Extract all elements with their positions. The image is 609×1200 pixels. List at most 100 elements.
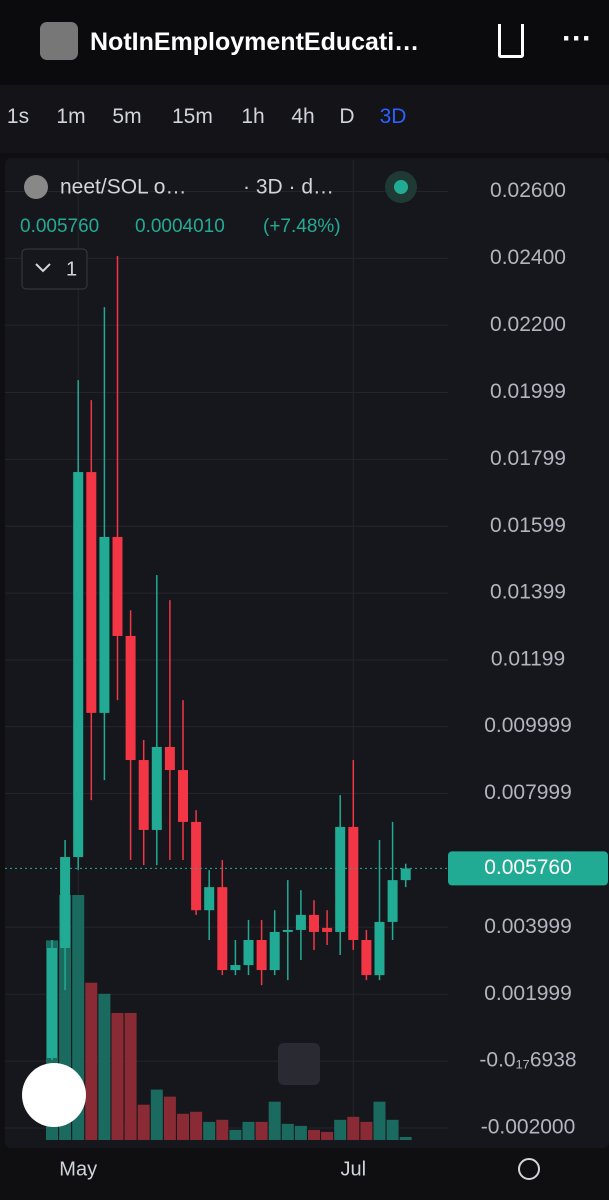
volume-bar (268, 1101, 281, 1140)
y-tick-label: 0.02400 (490, 246, 566, 269)
volume-bar (281, 1123, 294, 1140)
volume-bar (137, 1104, 150, 1140)
symbol-icon (24, 175, 48, 199)
candle-body (138, 760, 149, 830)
candle-body (374, 921, 385, 976)
candle-body (309, 914, 319, 932)
volume-bar (294, 1125, 307, 1140)
volume-bar (111, 1012, 124, 1140)
candle-body (204, 887, 215, 911)
tv-logo (22, 1063, 86, 1127)
volume-bar (242, 1121, 255, 1140)
toolbar: 1s 1m 5m 15m 1h 4h D 3D (0, 85, 609, 153)
candle-body (243, 939, 254, 966)
x-tick-label: May (59, 1158, 97, 1180)
volume-bar (399, 1136, 412, 1140)
volume-bar (190, 1111, 203, 1140)
reset-button[interactable] (278, 1043, 320, 1085)
candle-body (295, 914, 306, 930)
candle-body (47, 948, 57, 1059)
y-tick-label: 0.01599 (490, 514, 566, 537)
candle-body (322, 927, 333, 932)
volume-bar (255, 1121, 268, 1140)
chevron-icon (35, 263, 51, 273)
y-tick-label: 0.01999 (490, 380, 566, 403)
y-tick-label: 0.02600 (490, 179, 566, 202)
avatar (40, 22, 78, 60)
volume-bar (347, 1116, 360, 1140)
volume-bar (386, 1119, 399, 1140)
volume-bar (150, 1089, 163, 1140)
more-button[interactable]: ··· (562, 22, 592, 55)
candle-body (86, 472, 97, 713)
chart-panel (5, 158, 609, 1148)
volume-bar (373, 1101, 386, 1140)
volume-bar (98, 993, 111, 1140)
legend-interval: · 3D · d… (243, 176, 334, 199)
y-tick-label: 0.01399 (490, 581, 566, 604)
indicator-toggle[interactable] (21, 248, 88, 290)
y-tick-label: 0.009999 (484, 714, 572, 737)
status-dot (394, 180, 408, 194)
candle-body (335, 826, 346, 932)
y-tick-label: 0.003999 (484, 915, 572, 938)
legend-value: 0.005760 (20, 216, 99, 237)
volume-bar (177, 1113, 189, 1140)
volume-bar (321, 1131, 334, 1140)
header: NotInEmploymentEducati… ··· (0, 0, 609, 85)
candle-body (60, 857, 71, 949)
y-tick-label: -0.002000 (481, 1116, 576, 1139)
y-tick-label: 0.01799 (490, 447, 566, 470)
legend-value: (+7.48%) (263, 216, 341, 237)
legend-title: neet/SOL o… (60, 176, 186, 199)
candle-body (217, 887, 228, 971)
indicator-count: 1 (66, 258, 77, 280)
x-tick-label: Jul (341, 1158, 367, 1180)
candle-body (164, 746, 175, 771)
y-tick-label: -0.0₁₇6938 (479, 1049, 576, 1072)
timeframe-button[interactable]: 3D (379, 105, 407, 128)
timeframe-button[interactable]: 5m (112, 105, 142, 128)
y-tick-label: 0.001999 (484, 982, 572, 1005)
volume-bar (163, 1096, 176, 1140)
y-tick-label: 0.02200 (490, 313, 566, 336)
candle-body (99, 536, 110, 713)
volume-bar (203, 1121, 216, 1140)
y-tick-label: 0.007999 (484, 781, 572, 804)
candle-body (282, 929, 293, 932)
candle-body (361, 939, 372, 976)
volume-bar (85, 982, 98, 1140)
last-price-label: 0.005760 (484, 856, 572, 879)
candle-body (112, 536, 123, 636)
candle-body (230, 965, 241, 971)
candle-body (191, 821, 202, 911)
timeframe-button[interactable]: 15m (172, 105, 213, 128)
candle-body (400, 868, 411, 881)
timeframe-button[interactable]: 1m (56, 105, 86, 128)
y-tick-label: 0.01199 (491, 648, 565, 671)
legend-value: 0.0004010 (135, 216, 225, 237)
volume-bar (124, 1012, 137, 1140)
timeframe-button[interactable]: D (339, 105, 355, 128)
volume-bar (334, 1119, 347, 1140)
candle-body (125, 635, 136, 761)
candle-body (348, 826, 359, 940)
candle-body (151, 746, 162, 830)
volume-bar (216, 1119, 229, 1140)
timeframe-button[interactable]: 1h (241, 105, 265, 128)
candle-body (73, 472, 84, 858)
candle-body (387, 880, 398, 922)
share-button[interactable] (498, 24, 524, 58)
candle-body (178, 770, 188, 822)
last-price-box (448, 851, 608, 886)
timeframe-button[interactable]: 4h (291, 105, 315, 128)
volume-bar (308, 1129, 320, 1140)
header-title[interactable]: NotInEmploymentEducati… (90, 28, 420, 56)
settings-button[interactable] (518, 1158, 540, 1180)
timeframe-button[interactable]: 1s (6, 105, 30, 128)
candle-body (269, 931, 280, 971)
volume-bar (360, 1121, 373, 1140)
candle-body (256, 939, 267, 971)
